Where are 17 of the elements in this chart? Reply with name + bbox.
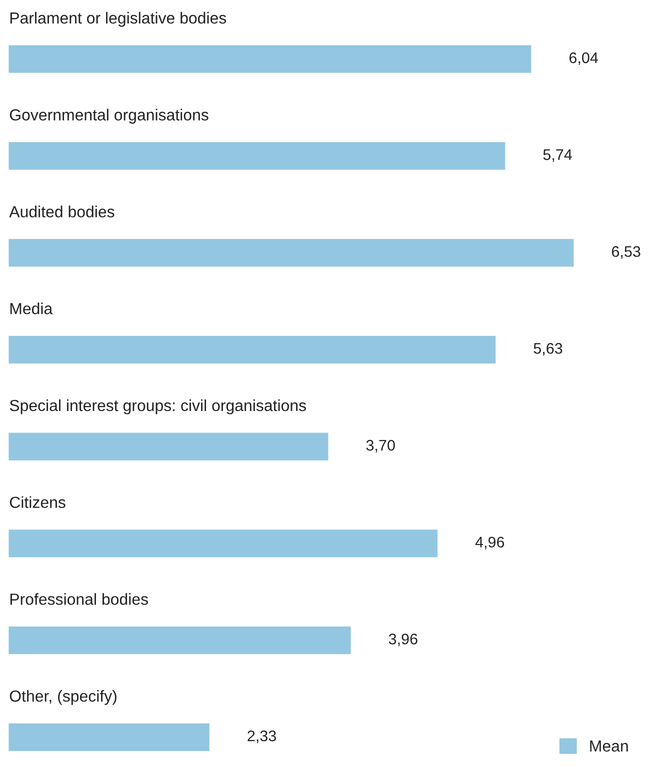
y-tick-label: Parlament or legislative bodies <box>10 12 226 27</box>
data-label: 4,96 <box>475 536 504 550</box>
y-tick-label: Other, (specify) <box>10 690 116 705</box>
y-tick-label: Governmental organisations <box>10 108 208 124</box>
data-label: 5,74 <box>543 149 572 162</box>
y-tick-label: Media <box>10 302 53 314</box>
y-tick-label: Professional bodies <box>10 593 148 605</box>
data-label: 3,96 <box>388 634 418 646</box>
y-tick-label: Special interest groups: civil organisations <box>10 399 306 414</box>
data-label: 5,63 <box>534 342 562 356</box>
data-label: 6,04 <box>569 52 598 65</box>
y-tick-label: Citizens <box>10 496 66 508</box>
data-label: 2,33 <box>248 730 276 744</box>
y-tick-label: Audited bodies <box>9 206 114 218</box>
legend-label: Mean <box>590 740 628 752</box>
data-label: 3,70 <box>366 440 395 452</box>
data-label: 6,53 <box>612 246 640 259</box>
